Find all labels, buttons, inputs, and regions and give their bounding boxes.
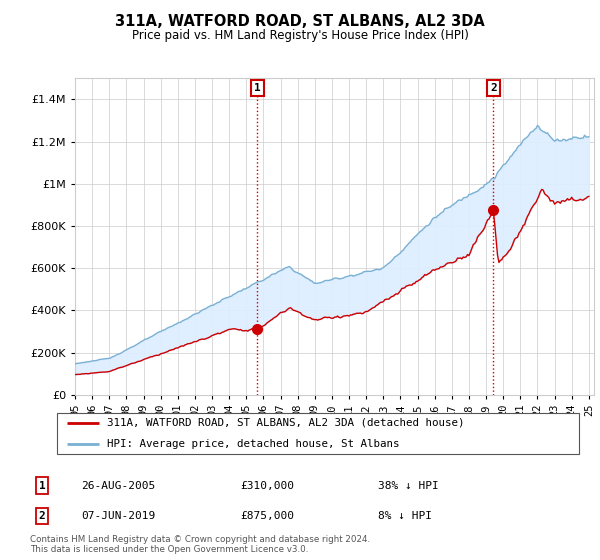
Text: 1: 1 [254, 83, 261, 93]
Text: 38% ↓ HPI: 38% ↓ HPI [378, 480, 439, 491]
Text: 8% ↓ HPI: 8% ↓ HPI [378, 511, 432, 521]
FancyBboxPatch shape [56, 413, 580, 454]
Text: 311A, WATFORD ROAD, ST ALBANS, AL2 3DA: 311A, WATFORD ROAD, ST ALBANS, AL2 3DA [115, 14, 485, 29]
Text: Contains HM Land Registry data © Crown copyright and database right 2024.
This d: Contains HM Land Registry data © Crown c… [30, 535, 370, 554]
Text: £875,000: £875,000 [240, 511, 294, 521]
Text: 311A, WATFORD ROAD, ST ALBANS, AL2 3DA (detached house): 311A, WATFORD ROAD, ST ALBANS, AL2 3DA (… [107, 418, 464, 428]
Text: 2: 2 [38, 511, 46, 521]
Text: £310,000: £310,000 [240, 480, 294, 491]
Text: 2: 2 [490, 83, 497, 93]
Text: 07-JUN-2019: 07-JUN-2019 [81, 511, 155, 521]
Text: 26-AUG-2005: 26-AUG-2005 [81, 480, 155, 491]
Text: HPI: Average price, detached house, St Albans: HPI: Average price, detached house, St A… [107, 439, 400, 449]
Text: Price paid vs. HM Land Registry's House Price Index (HPI): Price paid vs. HM Land Registry's House … [131, 29, 469, 42]
Text: 1: 1 [38, 480, 46, 491]
